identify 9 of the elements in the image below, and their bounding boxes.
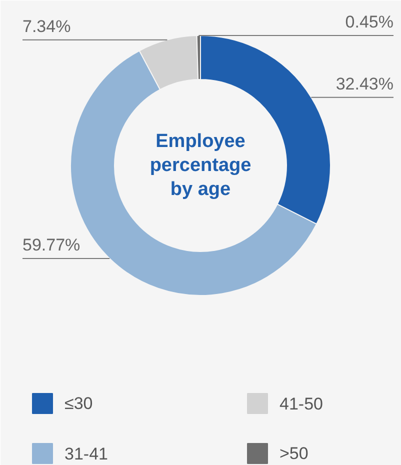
text: Employee percentage by age xyxy=(150,131,252,200)
data-label: 32.43% xyxy=(336,74,394,94)
data-label: 7.34% xyxy=(22,16,71,36)
legend-label: 31-41 xyxy=(64,444,108,464)
legend-label: >50 xyxy=(280,444,308,463)
data-label: 0.45% xyxy=(345,12,394,32)
data-label: 59.77% xyxy=(22,235,80,254)
legend-label: 41-50 xyxy=(280,394,323,414)
legend-label: ≤30 xyxy=(64,394,93,413)
